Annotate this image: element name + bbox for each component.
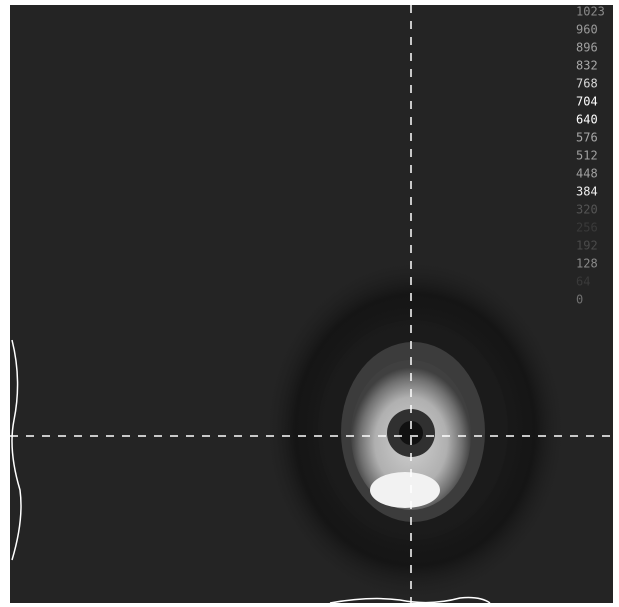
scale-label: 192	[576, 239, 598, 253]
horizontal-profile	[329, 596, 491, 604]
scale-label: 0	[576, 293, 583, 307]
scale-label: 768	[576, 77, 598, 91]
scale-label: 1023	[576, 5, 605, 19]
scale-label: 640	[576, 113, 598, 127]
color-scale: 1023960896832768704640576512448384320256…	[576, 5, 605, 307]
scale-label: 576	[576, 131, 598, 145]
scale-label: 704	[576, 95, 598, 109]
scale-label: 832	[576, 59, 598, 73]
beam-center	[399, 421, 423, 445]
scale-label: 320	[576, 203, 598, 217]
scale-label: 512	[576, 149, 598, 163]
scale-label: 256	[576, 221, 598, 235]
beam-hotspot	[370, 472, 440, 508]
scale-label: 896	[576, 41, 598, 55]
vertical-profile	[11, 339, 22, 561]
scale-label: 64	[576, 275, 590, 289]
scale-label: 448	[576, 167, 598, 181]
scale-label: 128	[576, 257, 598, 271]
scale-label: 960	[576, 23, 598, 37]
scale-label: 384	[576, 185, 598, 199]
